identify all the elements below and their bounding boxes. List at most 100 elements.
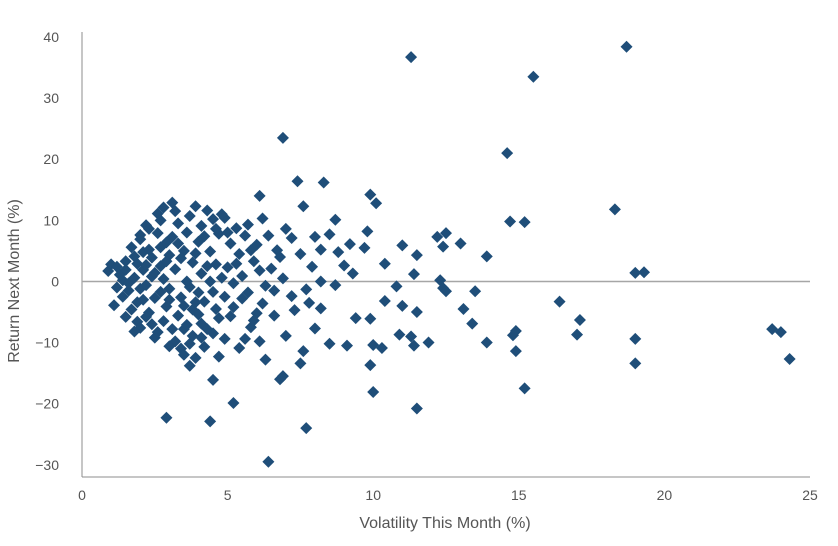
data-point	[142, 243, 155, 256]
data-point	[128, 325, 141, 338]
data-point	[454, 237, 467, 250]
data-point	[189, 200, 202, 213]
data-point	[172, 217, 185, 230]
data-point	[608, 203, 621, 216]
y-tick-label: 30	[43, 90, 59, 106]
y-tick-label: 0	[51, 273, 59, 289]
data-point	[233, 247, 246, 260]
data-point	[329, 213, 342, 226]
y-axis-title: Return Next Month (%)	[6, 199, 23, 363]
data-point	[276, 272, 289, 285]
data-point	[317, 176, 330, 189]
data-point	[480, 336, 493, 349]
data-point	[192, 308, 205, 321]
data-point	[253, 264, 266, 277]
data-point	[192, 286, 205, 299]
data-point	[151, 326, 164, 339]
x-tick-label: 25	[802, 487, 818, 503]
axes	[81, 32, 810, 478]
data-point	[116, 290, 129, 303]
data-point	[154, 214, 167, 227]
data-point	[204, 415, 217, 428]
data-point	[349, 312, 362, 325]
data-point	[431, 230, 444, 243]
data-point	[297, 345, 310, 358]
data-point	[189, 351, 202, 364]
data-point	[125, 303, 138, 316]
data-point	[209, 222, 222, 235]
y-tick-label: −30	[35, 457, 59, 473]
data-point	[241, 218, 254, 231]
data-point	[163, 293, 176, 306]
data-point	[195, 331, 208, 344]
data-point	[218, 290, 231, 303]
y-tick-label: 40	[43, 29, 59, 45]
data-point	[506, 329, 519, 342]
data-point	[629, 357, 642, 370]
data-point	[186, 256, 199, 269]
data-point	[323, 228, 336, 241]
data-point	[183, 210, 196, 223]
data-point	[440, 227, 452, 240]
y-tick-label: −20	[35, 396, 59, 412]
data-point	[256, 212, 269, 225]
data-point	[340, 339, 353, 352]
data-point	[204, 245, 217, 258]
data-point	[119, 255, 132, 268]
data-point	[285, 290, 298, 303]
data-point	[265, 262, 278, 275]
data-point	[509, 345, 522, 358]
data-point	[259, 353, 272, 366]
data-point	[221, 261, 234, 274]
data-point	[378, 295, 391, 307]
data-point	[160, 236, 173, 249]
data-point	[338, 259, 351, 272]
data-point	[253, 335, 266, 348]
data-point	[151, 227, 164, 240]
data-point	[239, 332, 252, 345]
data-point	[239, 229, 252, 242]
data-point	[122, 277, 135, 290]
data-point	[308, 322, 321, 335]
data-point	[259, 279, 272, 292]
data-point	[300, 283, 313, 296]
data-point	[247, 255, 260, 268]
x-tick-label: 20	[657, 487, 673, 503]
x-tick-label: 0	[78, 487, 86, 503]
data-point	[253, 189, 266, 202]
data-point	[154, 285, 167, 298]
data-point	[180, 275, 193, 288]
data-point	[262, 229, 275, 242]
data-point	[175, 252, 188, 265]
data-point	[140, 310, 153, 323]
data-point	[183, 359, 196, 372]
data-point	[314, 275, 327, 288]
x-tick-label: 10	[365, 487, 381, 503]
data-point	[396, 299, 409, 312]
data-point	[323, 337, 336, 350]
data-point	[629, 266, 642, 279]
data-point	[256, 297, 269, 310]
data-point	[212, 312, 225, 325]
data-point	[215, 271, 228, 284]
data-point	[262, 455, 275, 468]
data-point	[227, 277, 240, 290]
data-point	[195, 219, 208, 232]
data-point	[177, 299, 190, 312]
data-point	[370, 197, 383, 210]
data-point	[571, 328, 584, 341]
data-point	[209, 258, 222, 271]
data-point	[250, 238, 263, 251]
data-point	[119, 310, 132, 323]
data-point	[294, 357, 307, 370]
data-point	[393, 328, 406, 341]
data-point	[783, 353, 796, 366]
data-point	[501, 147, 514, 160]
data-point	[291, 175, 304, 188]
data-point	[364, 312, 377, 325]
data-point	[236, 292, 249, 305]
data-point	[407, 339, 420, 352]
data-point	[469, 285, 482, 298]
data-point	[108, 299, 121, 312]
